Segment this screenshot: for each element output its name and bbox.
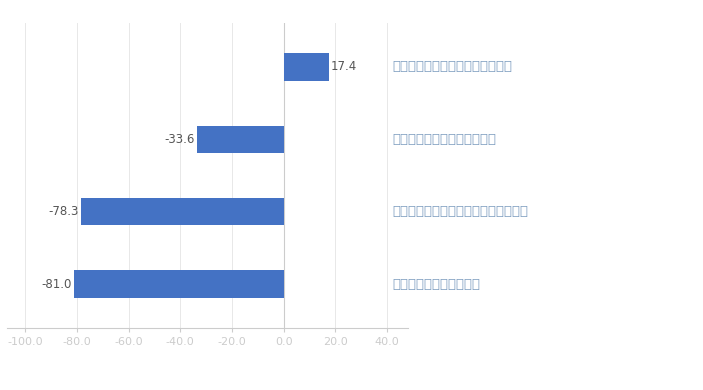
Bar <box>283 53 328 81</box>
Text: 十分なサポートを提供してくれた: 十分なサポートを提供してくれた <box>392 60 512 73</box>
Text: 全くサポートがなかった: 全くサポートがなかった <box>392 278 480 291</box>
Bar <box>75 270 283 298</box>
Text: -81.0: -81.0 <box>41 278 72 291</box>
Text: 17.4: 17.4 <box>330 60 357 73</box>
Text: -33.6: -33.6 <box>165 133 195 146</box>
Text: -78.3: -78.3 <box>49 205 79 218</box>
Bar <box>197 126 283 153</box>
Text: 比較的サポートをしてくれた: 比較的サポートをしてくれた <box>392 133 496 146</box>
Text: あまりサポートをしてもらえなかった: あまりサポートをしてもらえなかった <box>392 205 528 218</box>
Bar <box>82 198 283 225</box>
